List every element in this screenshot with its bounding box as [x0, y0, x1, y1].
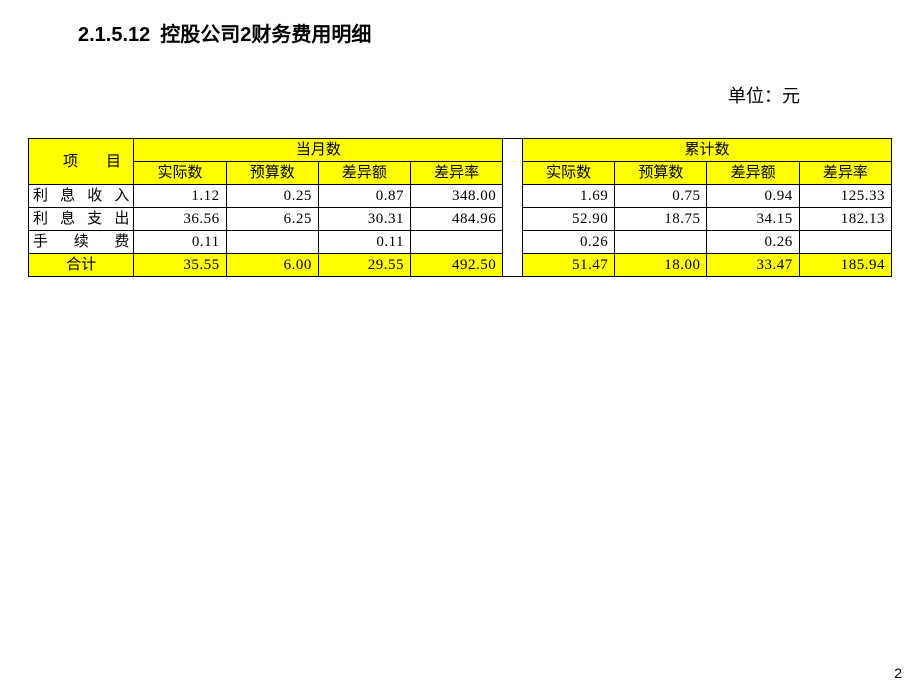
cell-value	[615, 231, 707, 254]
cell-value: 0.11	[134, 231, 226, 254]
cell-value: 0.26	[523, 231, 615, 254]
finance-table-wrap: 项目 当月数 累计数 实际数 预算数 差异额 差异率 实际数 预算数 差异额 差…	[0, 108, 920, 277]
cell-value: 18.75	[615, 208, 707, 231]
cell-value	[799, 231, 891, 254]
cell-value: 0.87	[318, 185, 410, 208]
cell-value: 1.12	[134, 185, 226, 208]
section-number: 2.1.5.12	[78, 24, 150, 47]
col-month-variance-rate: 差异率	[411, 162, 503, 185]
cell-value: 0.25	[226, 185, 318, 208]
col-cum-budget: 预算数	[615, 162, 707, 185]
cell-value: 52.90	[523, 208, 615, 231]
title-row: 2.1.5.12 控股公司2财务费用明细	[0, 0, 920, 47]
col-cum-variance: 差异额	[707, 162, 799, 185]
cell-value	[411, 231, 503, 254]
cell-value: 29.55	[318, 254, 410, 277]
table-header-row-1: 项目 当月数 累计数	[29, 139, 892, 162]
cell-value: 185.94	[799, 254, 891, 277]
col-month-variance: 差异额	[318, 162, 410, 185]
cell-value: 492.50	[411, 254, 503, 277]
cell-value: 0.11	[318, 231, 410, 254]
row-label: 利息收入	[29, 185, 134, 208]
gap-header	[503, 139, 523, 185]
gap-cell	[503, 231, 523, 254]
cell-value: 0.75	[615, 185, 707, 208]
cell-value: 0.94	[707, 185, 799, 208]
cell-value: 30.31	[318, 208, 410, 231]
cell-value: 51.47	[523, 254, 615, 277]
cell-value: 34.15	[707, 208, 799, 231]
col-group-cumulative: 累计数	[523, 139, 892, 162]
col-month-budget: 预算数	[226, 162, 318, 185]
table-header-row-2: 实际数 预算数 差异额 差异率 实际数 预算数 差异额 差异率	[29, 162, 892, 185]
cell-value: 484.96	[411, 208, 503, 231]
table-row: 利息收入 1.12 0.25 0.87 348.00 1.69 0.75 0.9…	[29, 185, 892, 208]
cell-value: 125.33	[799, 185, 891, 208]
cell-value: 182.13	[799, 208, 891, 231]
cell-value: 18.00	[615, 254, 707, 277]
col-cum-actual: 实际数	[523, 162, 615, 185]
col-group-month: 当月数	[134, 139, 503, 162]
cell-value: 6.00	[226, 254, 318, 277]
cell-value: 348.00	[411, 185, 503, 208]
finance-table: 项目 当月数 累计数 实际数 预算数 差异额 差异率 实际数 预算数 差异额 差…	[28, 138, 892, 277]
cell-value: 1.69	[523, 185, 615, 208]
gap-cell	[503, 208, 523, 231]
cell-value: 33.47	[707, 254, 799, 277]
cell-value	[226, 231, 318, 254]
table-row: 手续费 0.11 0.11 0.26 0.26	[29, 231, 892, 254]
col-project: 项目	[29, 139, 134, 185]
table-total-row: 合计 35.55 6.00 29.55 492.50 51.47 18.00 3…	[29, 254, 892, 277]
row-label: 利息支出	[29, 208, 134, 231]
cell-value: 36.56	[134, 208, 226, 231]
cell-value: 6.25	[226, 208, 318, 231]
total-label: 合计	[29, 254, 134, 277]
unit-label: 单位：元	[0, 47, 920, 108]
row-label: 手续费	[29, 231, 134, 254]
cell-value: 35.55	[134, 254, 226, 277]
gap-cell	[503, 254, 523, 277]
section-title: 控股公司2财务费用明细	[160, 18, 371, 47]
page-number: 2	[894, 665, 902, 681]
cell-value: 0.26	[707, 231, 799, 254]
col-cum-variance-rate: 差异率	[799, 162, 891, 185]
gap-cell	[503, 185, 523, 208]
table-row: 利息支出 36.56 6.25 30.31 484.96 52.90 18.75…	[29, 208, 892, 231]
col-month-actual: 实际数	[134, 162, 226, 185]
